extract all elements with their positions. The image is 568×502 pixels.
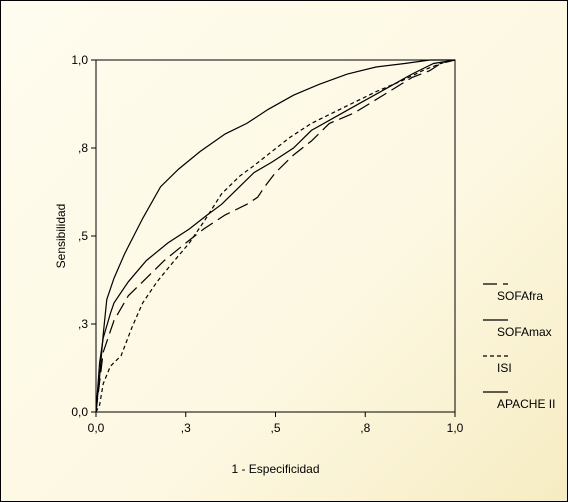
legend: SOFAfra SOFAmax ISI APACHE II — [483, 283, 555, 411]
y-tick-label: ,3 — [78, 317, 88, 331]
y-axis-label: Sensibilidad — [54, 204, 68, 269]
x-tick-label: 1,0 — [447, 421, 464, 435]
series-line-sofafra — [95, 59, 456, 413]
legend-label: SOFAmax — [497, 325, 552, 339]
x-tick-label: 0,0 — [88, 421, 105, 435]
x-tick-label: ,5 — [270, 421, 280, 435]
series-line-sofamax — [95, 59, 456, 413]
series-line-apache-ii — [95, 59, 455, 413]
y-tick-label: ,8 — [78, 141, 88, 155]
x-tick-label: ,8 — [360, 421, 370, 435]
legend-label: SOFAfra — [497, 289, 543, 303]
legend-label: ISI — [497, 361, 512, 375]
y-tick-label: ,5 — [78, 229, 88, 243]
x-axis-label: 1 - Especificidad — [231, 462, 319, 476]
plot-area — [95, 59, 456, 413]
x-tick-label: ,3 — [181, 421, 191, 435]
series-line-isi — [95, 59, 456, 413]
y-tick-label: 1,0 — [71, 53, 88, 67]
legend-label: APACHE II — [497, 397, 555, 411]
series-lines — [95, 59, 456, 413]
axis-ticks: 0,0 ,3 ,5 ,8 1,0 0,0 ,3 ,5 ,8 1,0 — [71, 53, 463, 435]
y-tick-label: 0,0 — [71, 405, 88, 419]
